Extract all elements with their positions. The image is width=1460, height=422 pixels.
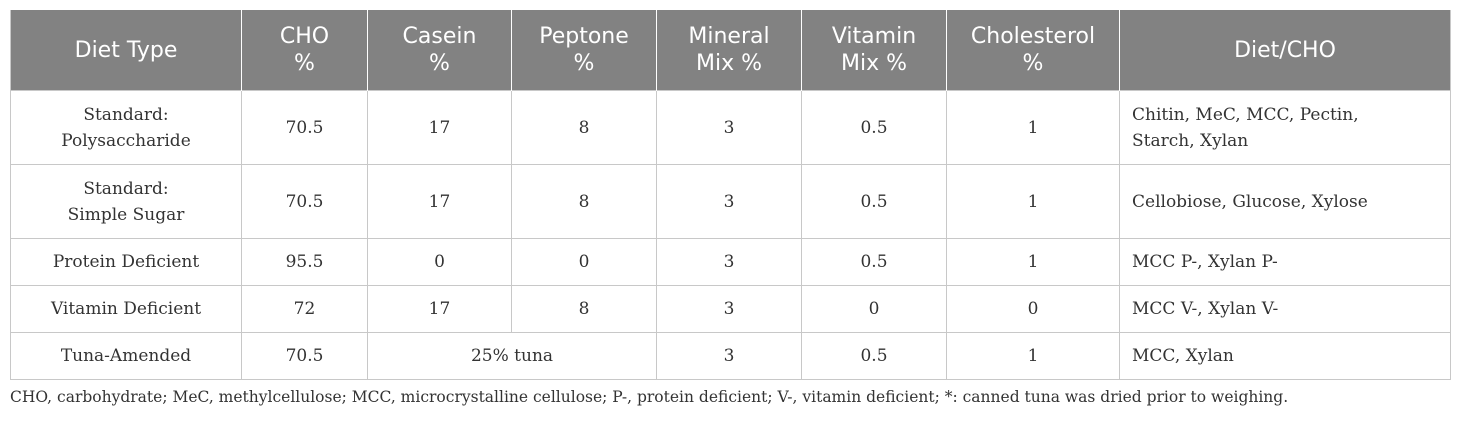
cell-cholesterol: 1 [946, 90, 1120, 165]
cell-vitamin-mix: 0.5 [801, 238, 947, 286]
table-row: Standard: Simple Sugar 70.5 17 8 3 0.5 1 … [10, 164, 1451, 239]
header-diet-type: Diet Type [10, 10, 242, 91]
cell-mineral-mix: 3 [656, 238, 802, 286]
header-cholesterol: Cholesterol% [946, 10, 1120, 91]
table-row: Protein Deficient 95.5 0 0 3 0.5 1 MCC P… [10, 238, 1451, 286]
cell-cho: 95.5 [241, 238, 368, 286]
cell-casein: 0 [367, 238, 512, 286]
cell-vitamin-mix: 0.5 [801, 164, 947, 239]
cell-diet-cho: Cellobiose, Glucose, Xylose [1119, 164, 1451, 239]
cell-peptone: 0 [511, 238, 657, 286]
cell-diet-type: Tuna-Amended [10, 332, 242, 380]
cell-vitamin-mix: 0 [801, 285, 947, 333]
header-row: Diet Type CHO% Casein% Peptone% Mineral M… [10, 10, 1451, 91]
table-row: Vitamin Deficient 72 17 8 3 0 0 MCC V-, … [10, 285, 1451, 333]
cell-diet-type: Vitamin Deficient [10, 285, 242, 333]
table-row: Tuna-Amended 70.5 25% tuna 3 0.5 1 MCC, … [10, 332, 1451, 380]
header-mineral-mix: Mineral Mix % [656, 10, 802, 91]
cell-diet-type: Protein Deficient [10, 238, 242, 286]
cell-mineral-mix: 3 [656, 332, 802, 380]
cell-mineral-mix: 3 [656, 90, 802, 165]
diet-composition-table-container: Diet Type CHO% Casein% Peptone% Mineral M… [10, 10, 1451, 380]
table-row: Standard: Polysaccharide 70.5 17 8 3 0.5 … [10, 90, 1451, 165]
cell-vitamin-mix: 0.5 [801, 90, 947, 165]
header-casein: Casein% [367, 10, 512, 91]
cell-diet-type: Standard: Polysaccharide [10, 90, 242, 165]
cell-cholesterol: 0 [946, 285, 1120, 333]
cell-mineral-mix: 3 [656, 285, 802, 333]
cell-peptone: 8 [511, 285, 657, 333]
cell-diet-type: Standard: Simple Sugar [10, 164, 242, 239]
table-footnote: CHO, carbohydrate; MeC, methylcellulose;… [10, 388, 1289, 406]
cell-peptone: 8 [511, 90, 657, 165]
cell-casein: 17 [367, 164, 512, 239]
cell-peptone: 8 [511, 164, 657, 239]
header-diet-cho: Diet/CHO [1119, 10, 1451, 91]
cell-mineral-mix: 3 [656, 164, 802, 239]
cell-cho: 70.5 [241, 164, 368, 239]
cell-diet-cho: Chitin, MeC, MCC, Pectin, Starch, Xylan [1119, 90, 1451, 165]
cell-cho: 70.5 [241, 90, 368, 165]
header-peptone: Peptone% [511, 10, 657, 91]
header-cho: CHO% [241, 10, 368, 91]
diet-composition-table: Diet Type CHO% Casein% Peptone% Mineral M… [10, 10, 1451, 380]
cell-cholesterol: 1 [946, 164, 1120, 239]
header-vitamin-mix: Vitamin Mix % [801, 10, 947, 91]
cell-diet-cho: MCC, Xylan [1119, 332, 1451, 380]
cell-diet-cho: MCC P-, Xylan P- [1119, 238, 1451, 286]
cell-casein-peptone-merged: 25% tuna [367, 332, 657, 380]
cell-cholesterol: 1 [946, 238, 1120, 286]
cell-casein: 17 [367, 90, 512, 165]
cell-casein: 17 [367, 285, 512, 333]
cell-cholesterol: 1 [946, 332, 1120, 380]
cell-vitamin-mix: 0.5 [801, 332, 947, 380]
cell-cho: 70.5 [241, 332, 368, 380]
cell-diet-cho: MCC V-, Xylan V- [1119, 285, 1451, 333]
cell-cho: 72 [241, 285, 368, 333]
